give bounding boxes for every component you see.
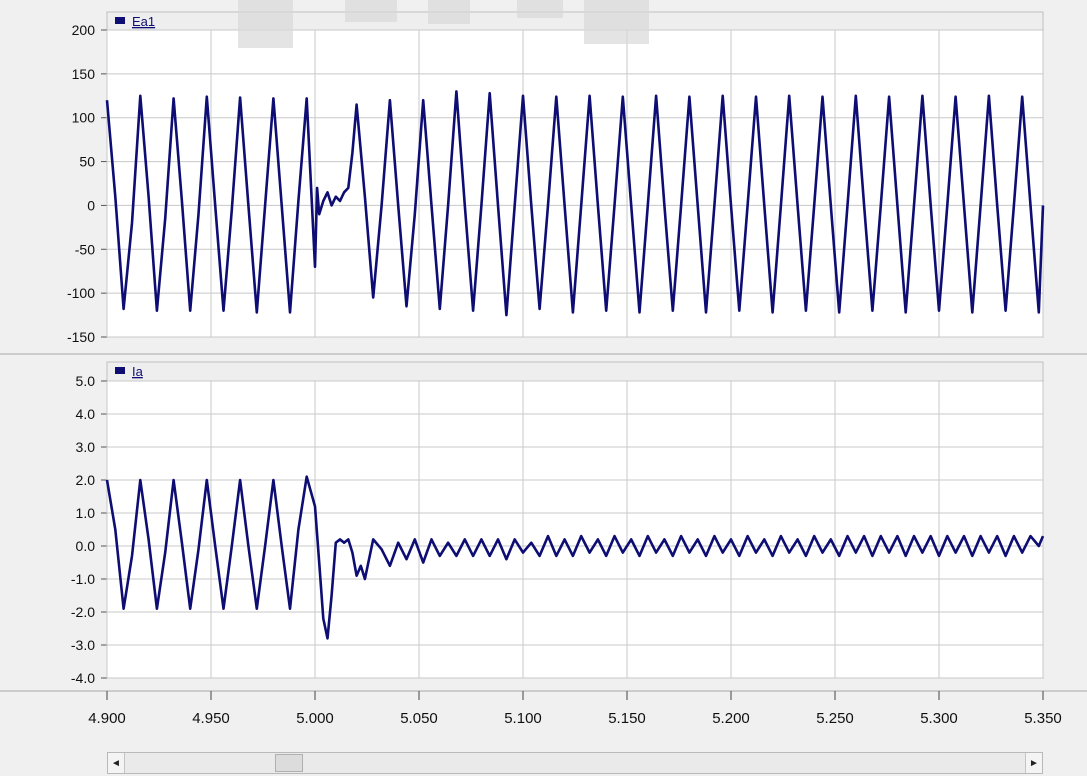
legend-label: Ia bbox=[132, 364, 144, 379]
scroll-right-button[interactable]: ► bbox=[1025, 753, 1042, 773]
x-tick-label: 5.200 bbox=[712, 710, 750, 727]
y-tick-label: 1.0 bbox=[76, 505, 96, 521]
x-tick-label: 4.950 bbox=[192, 710, 230, 727]
legend-bar bbox=[106, 11, 1044, 31]
x-tick-label: 5.000 bbox=[296, 710, 334, 727]
scroll-thumb[interactable] bbox=[275, 754, 303, 772]
y-tick-label: 4.0 bbox=[76, 406, 96, 422]
horizontal-scrollbar[interactable]: ◄ ► bbox=[107, 752, 1043, 774]
y-tick-label: -150 bbox=[67, 329, 95, 345]
series-line-ia bbox=[105, 475, 1045, 640]
y-tick-label: 100 bbox=[72, 110, 96, 126]
y-tick-label: 50 bbox=[79, 154, 95, 170]
plot-background bbox=[106, 380, 1044, 679]
y-tick-label: 0 bbox=[87, 197, 95, 213]
x-tick-label: 5.150 bbox=[608, 710, 646, 727]
series-line-ea1 bbox=[105, 90, 1045, 317]
y-tick-label: -100 bbox=[67, 285, 95, 301]
y-tick-label: -2.0 bbox=[71, 604, 95, 620]
scroll-left-button[interactable]: ◄ bbox=[108, 753, 125, 773]
legend-label: Ea1 bbox=[132, 14, 155, 29]
scroll-left-icon: ◄ bbox=[111, 757, 121, 769]
x-tick-label: 4.900 bbox=[88, 710, 126, 727]
y-tick-label: -50 bbox=[75, 241, 95, 257]
x-tick-label: 5.050 bbox=[400, 710, 438, 727]
y-tick-label: 200 bbox=[72, 22, 96, 38]
scroll-right-icon: ► bbox=[1029, 757, 1039, 769]
y-tick-label: -3.0 bbox=[71, 637, 95, 653]
y-tick-label: 2.0 bbox=[76, 472, 96, 488]
y-tick-label: -4.0 bbox=[71, 670, 95, 686]
y-tick-label: 3.0 bbox=[76, 439, 96, 455]
x-tick-label: 5.350 bbox=[1024, 710, 1062, 727]
y-tick-label: 0.0 bbox=[76, 538, 96, 554]
legend-swatch bbox=[115, 367, 125, 374]
y-tick-label: -1.0 bbox=[71, 571, 95, 587]
y-tick-label: 150 bbox=[72, 66, 96, 82]
x-tick-label: 5.250 bbox=[816, 710, 854, 727]
chart-canvas: 200 150 100 50 0 -50 -100 -150 Ea1 5.0 4.0 3.0 2.0 1.… bbox=[0, 11, 1087, 727]
x-tick-label: 5.300 bbox=[920, 710, 958, 727]
legend-swatch bbox=[115, 17, 125, 24]
x-tick-label: 5.100 bbox=[504, 710, 542, 727]
legend-bar bbox=[106, 361, 1044, 382]
y-tick-label: 5.0 bbox=[76, 373, 96, 389]
